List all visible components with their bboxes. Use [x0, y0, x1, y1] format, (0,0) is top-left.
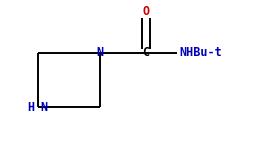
Text: H: H [27, 101, 35, 114]
Text: NHBu-t: NHBu-t [180, 46, 222, 59]
Text: C: C [143, 46, 150, 59]
Text: N: N [40, 101, 48, 114]
Text: N: N [96, 46, 103, 59]
Text: O: O [143, 5, 150, 18]
